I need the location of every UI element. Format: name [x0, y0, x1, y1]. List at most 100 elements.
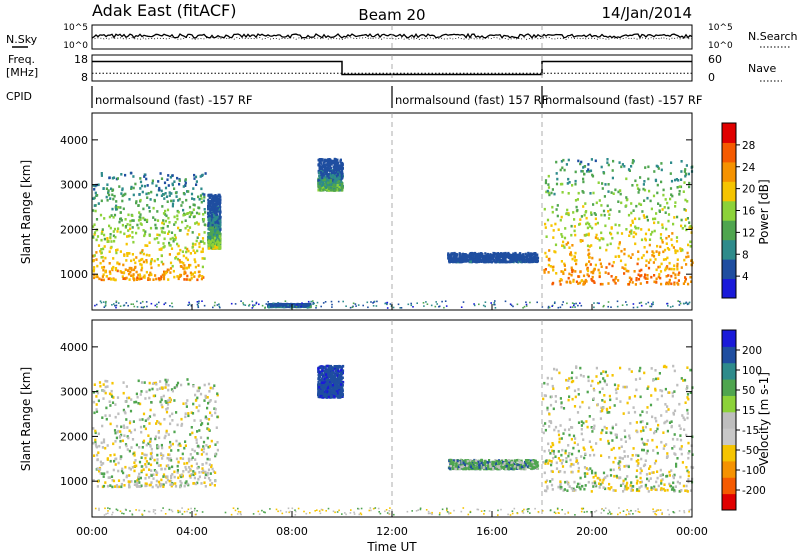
- power-cell-r4: [559, 278, 562, 281]
- power-cell-r4: [669, 172, 672, 175]
- velocity-cell-r0: [150, 454, 153, 458]
- power-cell-r0: [155, 184, 158, 188]
- power-cell-r4: [643, 180, 646, 183]
- velocity-cell-r0: [120, 469, 124, 473]
- power-cell-r0: [132, 193, 135, 197]
- power-cell-r2: [321, 178, 324, 182]
- power-cell-r4: [588, 260, 591, 263]
- power-cell-r0: [147, 278, 150, 281]
- power-cell-r5: [297, 303, 300, 306]
- power-cell-r4: [559, 168, 562, 172]
- power-ground-cell: [493, 301, 496, 304]
- power-cell-r4: [631, 219, 634, 223]
- power-cell-r4: [676, 265, 679, 268]
- power-cell-r0: [93, 188, 96, 191]
- power-cell-r4: [670, 193, 673, 196]
- power-cell-r0: [186, 274, 189, 278]
- velocity-cell-r0: [121, 439, 124, 443]
- power-cell-r4: [585, 222, 588, 226]
- velocity-cell-r0: [113, 429, 117, 432]
- power-cell-r0: [188, 215, 191, 219]
- power-cell-r4: [634, 179, 637, 183]
- velocity-cell-r0: [116, 430, 119, 434]
- power-cell-r3: [503, 257, 506, 261]
- velocity-cell-r0: [162, 473, 166, 476]
- power-cell-r1: [219, 195, 222, 199]
- power-ground-cell: [136, 300, 138, 303]
- power-cell-r4: [691, 261, 694, 264]
- power-cell-r4: [600, 237, 603, 240]
- velocity-cell-r0: [112, 442, 115, 446]
- power-cell-r3: [477, 254, 480, 257]
- power-cell-r4: [591, 275, 594, 279]
- velocity-cell-r0: [109, 459, 112, 463]
- velocity-cell-r0: [197, 409, 200, 413]
- power-cell-r0: [172, 199, 175, 202]
- velocity-cell-r0: [156, 446, 159, 450]
- power-cell-r1: [207, 244, 211, 247]
- power-cell-r1: [219, 236, 222, 240]
- power-cell-r5: [305, 303, 308, 307]
- power-cell-r1: [208, 247, 211, 250]
- power-cell-r0: [187, 266, 190, 269]
- power-cell-r4: [625, 228, 628, 231]
- power-cell-r1: [212, 245, 215, 249]
- power-cell-r3: [525, 259, 528, 262]
- power-cell-r3: [503, 260, 506, 264]
- velocity-cell-r0: [150, 469, 153, 472]
- power-cell-r4: [568, 280, 572, 284]
- power-cell-r1: [217, 217, 220, 220]
- velocity-cell-r0: [141, 418, 144, 421]
- power-cell-r0: [135, 270, 138, 274]
- power-cell-r0: [182, 185, 185, 188]
- power-cell-r4: [662, 258, 666, 261]
- power-cell-r0: [192, 203, 195, 206]
- velocity-cell-r0: [118, 436, 121, 439]
- power-cell-r4: [660, 168, 663, 172]
- power-cell-r0: [187, 229, 190, 232]
- velocity-cell-r0: [176, 471, 179, 474]
- velocity-cell-r0: [216, 448, 219, 452]
- velocity-cell-r0: [196, 396, 199, 400]
- power-cell-r0: [103, 217, 106, 220]
- power-ground-cell: [372, 305, 375, 307]
- velocity-cell-r0: [123, 484, 126, 487]
- power-cell-r0: [136, 223, 139, 227]
- power-cell-r2: [318, 182, 321, 186]
- power-cell-r0: [163, 237, 166, 241]
- power-cell-r4: [588, 256, 591, 259]
- power-cell-r3: [529, 259, 532, 262]
- velocity-cell-r0: [108, 392, 112, 396]
- velocity-cell-r0: [170, 474, 173, 478]
- velocity-cell-r0: [138, 446, 141, 449]
- velocity-cell-r0: [203, 383, 206, 387]
- power-cell-r2: [333, 157, 336, 161]
- power-cell-r4: [565, 243, 568, 246]
- power-cell-r0: [96, 264, 99, 268]
- power-cell-r0: [102, 259, 105, 263]
- power-cell-r0: [147, 192, 150, 195]
- velocity-cell-r0: [216, 415, 219, 419]
- power-cell-r2: [326, 163, 329, 167]
- power-cell-r0: [118, 185, 121, 188]
- velocity-cell-r0: [151, 382, 155, 385]
- power-cell-r0: [109, 233, 112, 236]
- power-cell-r4: [574, 170, 577, 174]
- power-cell-r4: [611, 176, 614, 180]
- power-cell-r4: [586, 267, 589, 271]
- power-cell-r0: [119, 206, 122, 209]
- power-cell-r0: [202, 220, 205, 223]
- power-cell-r3: [535, 259, 538, 263]
- velocity-cell-r0: [145, 443, 148, 447]
- velocity-cell-r0: [112, 468, 115, 472]
- power-cell-r0: [197, 270, 200, 274]
- power-cell-r0: [116, 269, 119, 273]
- power-cell-r1: [210, 233, 213, 236]
- power-cell-r0: [180, 260, 183, 264]
- power-cell-r4: [561, 235, 564, 238]
- power-cell-r3: [497, 253, 500, 257]
- velocity-cell-r0: [162, 454, 165, 457]
- power-cell-r0: [119, 217, 123, 220]
- power-cell-r0: [142, 252, 145, 256]
